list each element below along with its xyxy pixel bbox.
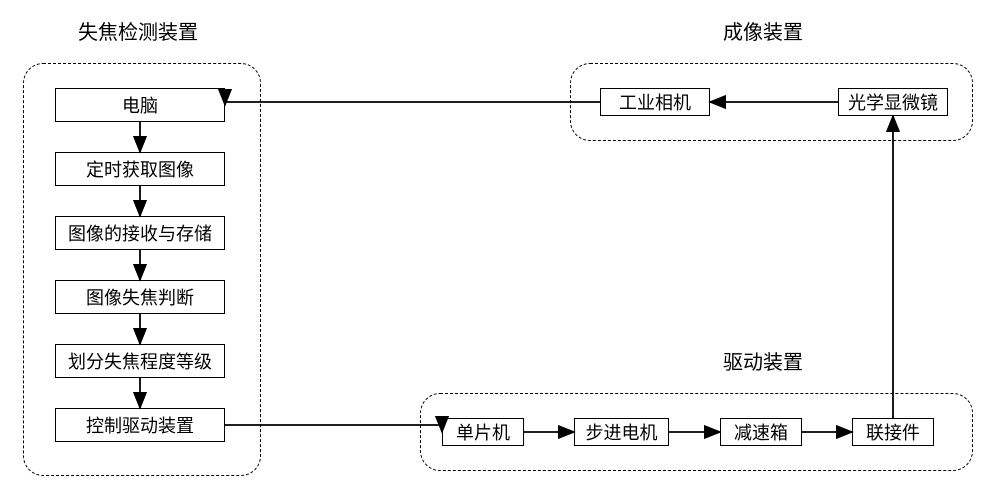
group-defocus-label: 失焦检测装置 bbox=[78, 16, 198, 45]
group-imaging-label: 成像装置 bbox=[723, 16, 803, 45]
node-gearbox: 减速箱 bbox=[720, 418, 802, 446]
node-timed-acquire-label: 定时获取图像 bbox=[86, 156, 194, 182]
node-microscope: 光学显微镜 bbox=[838, 88, 948, 116]
group-drive-label: 驱动装置 bbox=[723, 346, 803, 375]
node-coupling: 联接件 bbox=[852, 418, 934, 446]
node-stepper: 步进电机 bbox=[574, 418, 669, 446]
node-defocus-judge: 图像失焦判断 bbox=[55, 280, 225, 314]
node-stepper-label: 步进电机 bbox=[586, 419, 658, 445]
node-coupling-label: 联接件 bbox=[866, 419, 920, 445]
node-recv-store-label: 图像的接收与存储 bbox=[68, 220, 212, 246]
node-grade-level: 划分失焦程度等级 bbox=[55, 344, 225, 378]
node-timed-acquire: 定时获取图像 bbox=[55, 152, 225, 186]
node-control-drive: 控制驱动装置 bbox=[55, 408, 225, 442]
node-defocus-judge-label: 图像失焦判断 bbox=[86, 284, 194, 310]
node-camera-label: 工业相机 bbox=[619, 89, 691, 115]
node-microscope-label: 光学显微镜 bbox=[848, 89, 938, 115]
node-control-drive-label: 控制驱动装置 bbox=[86, 412, 194, 438]
node-recv-store: 图像的接收与存储 bbox=[55, 216, 225, 250]
node-computer: 电脑 bbox=[55, 88, 225, 122]
node-gearbox-label: 减速箱 bbox=[734, 419, 788, 445]
node-computer-label: 电脑 bbox=[122, 92, 158, 118]
edge-camera-to-computer bbox=[225, 102, 600, 105]
node-mcu-label: 单片机 bbox=[456, 419, 510, 445]
node-grade-level-label: 划分失焦程度等级 bbox=[68, 348, 212, 374]
node-camera: 工业相机 bbox=[600, 88, 710, 116]
node-mcu: 单片机 bbox=[442, 418, 524, 446]
